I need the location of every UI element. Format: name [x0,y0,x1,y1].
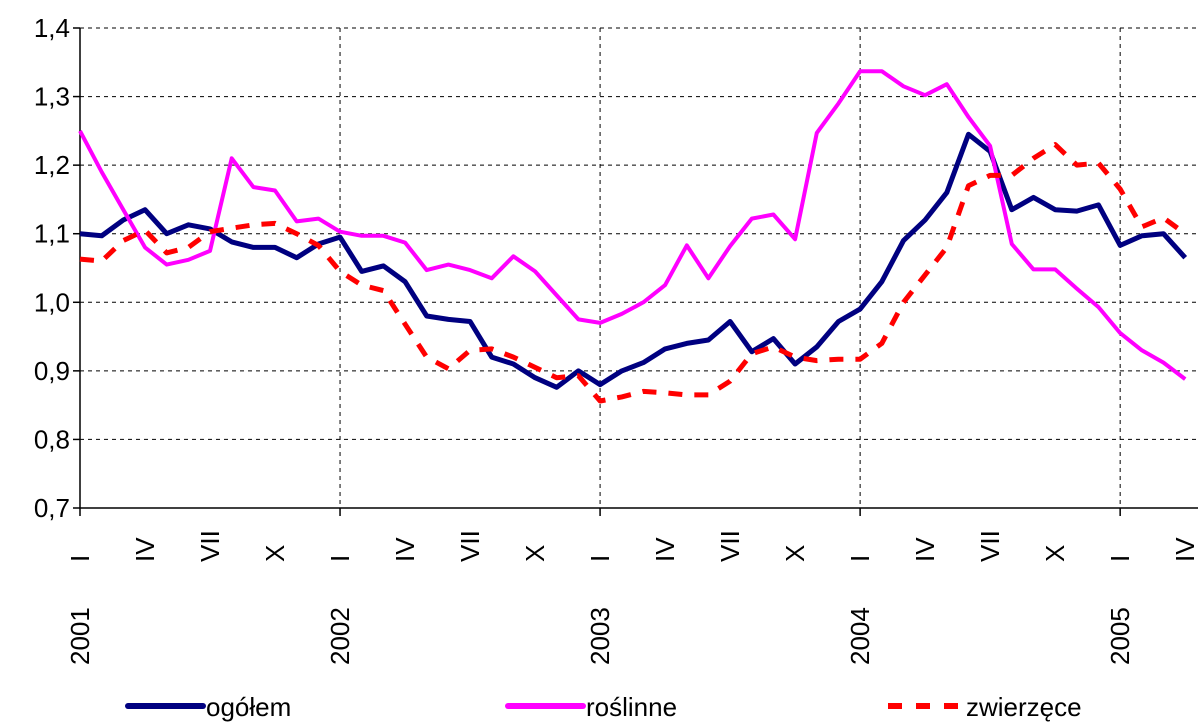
y-tick-label: 1,3 [34,82,70,112]
series-line [79,142,1187,404]
y-tick-label: 1,2 [34,150,70,180]
x-tick-label: IV [390,537,420,562]
x-tick-label: IV [910,537,940,562]
x-tick-label: I [585,555,615,562]
series-line [78,69,1187,381]
y-tick-label: 0,8 [34,424,70,454]
y-tick-label: 0,9 [34,356,70,386]
series-line [79,131,1188,390]
x-tick-label: VII [975,530,1005,562]
year-label: 2005 [1105,607,1135,665]
y-tick-label: 0,7 [34,493,70,523]
x-tick-label: I [325,555,355,562]
y-tick-label: 1,4 [34,13,70,43]
y-tick-label: 1,0 [34,287,70,317]
x-tick-label: X [520,545,550,562]
year-label: 2004 [845,607,875,665]
x-tick-label: X [260,545,290,562]
x-tick-label: X [780,545,810,562]
year-label: 2001 [65,607,95,665]
x-tick-label: X [1040,545,1070,562]
x-tick-label: IV [130,537,160,562]
x-tick-label: VII [715,530,745,562]
x-tick-label: IV [1170,537,1200,562]
x-tick-label: I [845,555,875,562]
x-tick-label: I [65,555,95,562]
x-tick-label: VII [195,530,225,562]
year-label: 2002 [325,607,355,665]
x-tick-label: VII [455,530,485,562]
x-tick-label: IV [650,537,680,562]
legend-label: roślinne [586,692,677,722]
y-tick-label: 1,1 [34,219,70,249]
legend-label: ogółem [206,692,291,722]
legend-label: zwierzęce [966,692,1082,722]
year-label: 2003 [585,607,615,665]
x-tick-label: I [1105,555,1135,562]
